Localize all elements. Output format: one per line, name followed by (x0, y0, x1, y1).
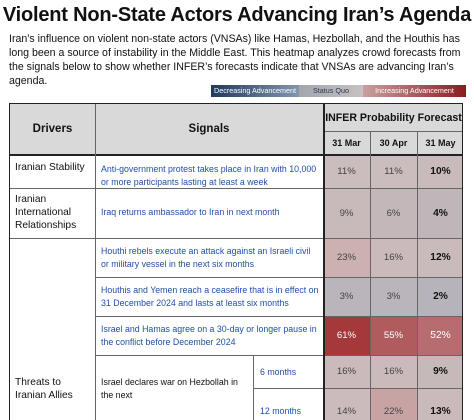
value-hezbollah-6m-apr: 16% (383, 366, 404, 377)
header-date-3: 31 May (417, 131, 462, 154)
header-drivers: Drivers (10, 104, 95, 154)
signal-israel-hamas-pause: Israel and Hamas agree on a 30-day or lo… (101, 324, 317, 347)
value-hamas-apr: 55% (383, 330, 404, 341)
signal-iraq-ambassador: Iraq returns ambassador to Iran in next … (101, 207, 280, 217)
value-iraq-apr: 6% (386, 207, 401, 219)
value-hezbollah-6m-may: 9% (433, 366, 448, 377)
value-yemen-apr: 3% (386, 291, 401, 302)
header-forecast: INFER Probability Forecast (323, 104, 462, 131)
signal-subrow-12-months: 12 months (260, 406, 302, 416)
driver-international-relationships: Iranian International Relationships (15, 194, 77, 231)
legend-decreasing: Decreasing Advancement (211, 85, 299, 97)
value-protest-may: 10% (430, 165, 451, 177)
signal-houthi-attack: Houthi rebels execute an attack against … (101, 246, 311, 269)
driver-iranian-stability: Iranian Stability (15, 162, 85, 173)
value-hezbollah-12m-apr: 22% (383, 405, 404, 417)
value-protest-mar: 11% (337, 165, 356, 177)
value-houthi-mar: 23% (336, 252, 357, 263)
value-hezbollah-12m-may: 13% (430, 405, 451, 417)
intro-paragraph: Iran’s influence on violent non-state ac… (9, 33, 461, 87)
header-signals: Signals (95, 104, 323, 154)
value-iraq-mar: 9% (339, 207, 354, 219)
forecast-table: Drivers Signals INFER Probability Foreca… (9, 103, 463, 420)
value-houthi-may: 12% (430, 252, 451, 263)
heatmap-legend: Decreasing Advancement Status Quo Increa… (211, 85, 466, 97)
value-yemen-may: 2% (433, 291, 448, 302)
header-date-2: 30 Apr (370, 131, 417, 154)
value-protest-apr: 11% (384, 165, 403, 177)
legend-status-quo: Status Quo (299, 85, 363, 97)
signal-subrow-6-months: 6 months (260, 366, 297, 377)
driver-threats-to-allies: Threats to Iranian Allies (15, 377, 73, 401)
legend-increasing: Increasing Advancement (363, 85, 466, 97)
value-iraq-may: 4% (433, 207, 448, 219)
value-yemen-mar: 3% (339, 291, 354, 302)
signal-protest: Anti-government protest takes place in I… (101, 164, 317, 187)
signal-yemen-ceasefire: Houthis and Yemen reach a ceasefire that… (101, 285, 319, 308)
header-date-1: 31 Mar (323, 131, 370, 154)
signal-israel-hezbollah-war: Israel declares war on Hezbollah in the … (101, 377, 238, 400)
page-title: Violent Non-State Actors Advancing Iran’… (2, 4, 472, 26)
value-hezbollah-12m-mar: 14% (336, 405, 357, 417)
value-hamas-mar: 61% (336, 330, 357, 341)
value-houthi-apr: 16% (383, 252, 404, 263)
value-hamas-may: 52% (430, 330, 451, 341)
value-hezbollah-6m-mar: 16% (336, 366, 357, 377)
